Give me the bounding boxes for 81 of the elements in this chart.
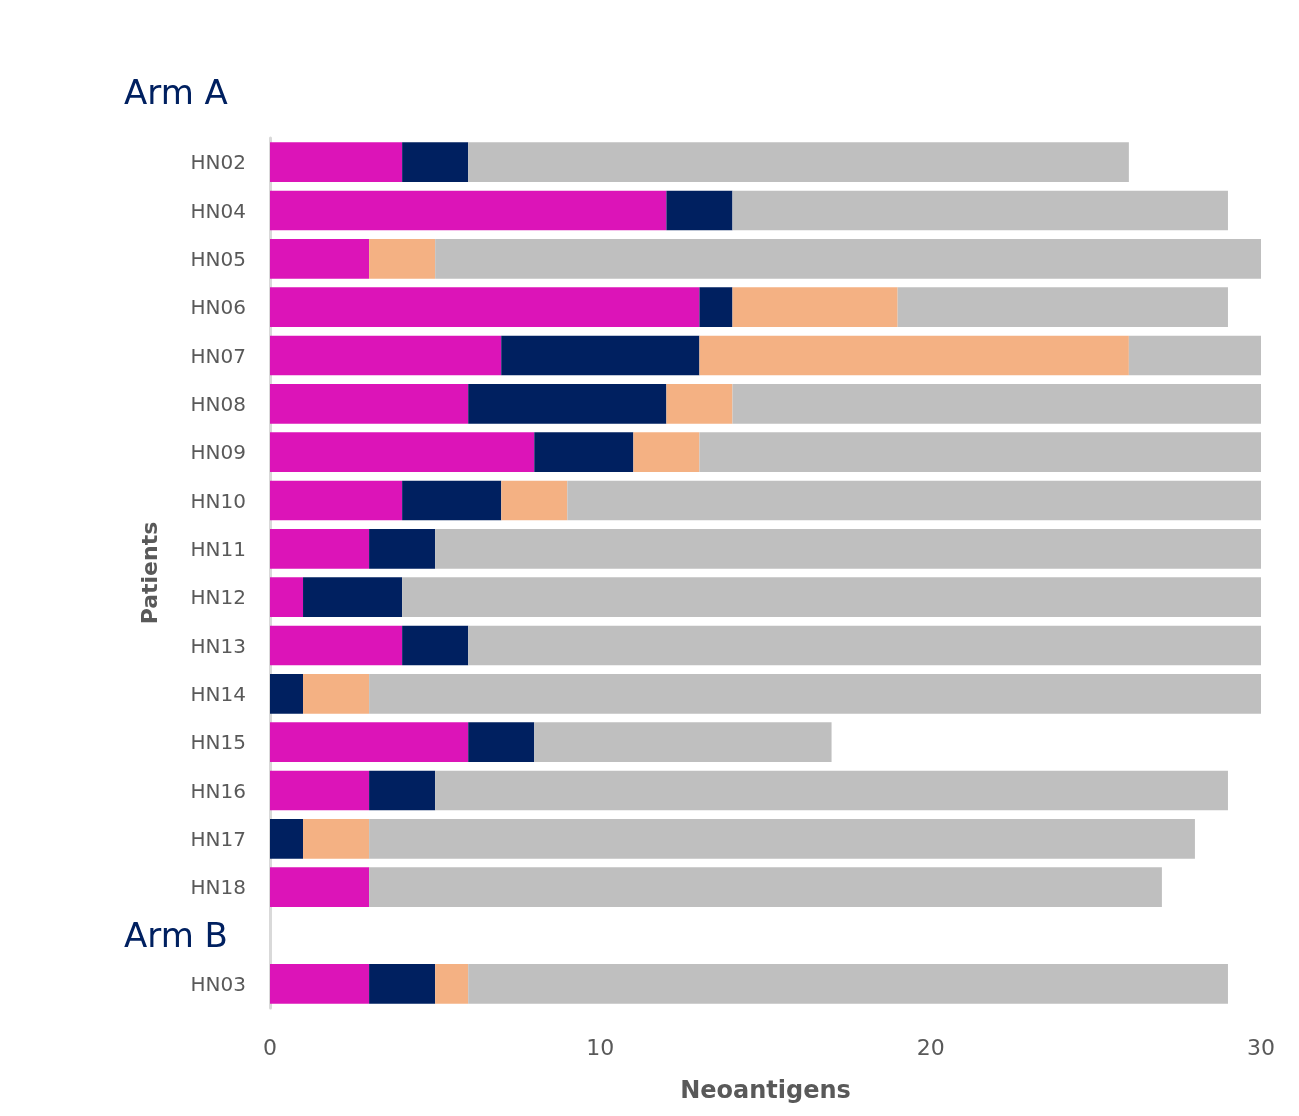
bar <box>303 819 370 859</box>
bar <box>501 335 700 376</box>
bar <box>402 577 1261 617</box>
bar <box>369 819 1195 859</box>
bar <box>270 819 304 859</box>
bar <box>699 335 1129 376</box>
bar <box>897 287 1228 327</box>
text: Arm A <box>124 72 228 112</box>
bar <box>270 770 370 811</box>
bar <box>468 625 1261 666</box>
bar <box>270 577 304 617</box>
y-tick-label: HN07 <box>190 343 246 368</box>
bar <box>534 432 634 472</box>
y-tick-label: HN18 <box>190 875 246 900</box>
y-tick-label: HN13 <box>190 633 246 658</box>
bar <box>270 867 370 907</box>
bar <box>666 190 733 231</box>
bar <box>270 480 403 521</box>
bar <box>501 480 568 521</box>
bar <box>270 674 304 714</box>
bar <box>633 432 700 472</box>
bar <box>270 287 700 327</box>
bar <box>666 384 733 424</box>
bar <box>369 674 1261 714</box>
bar <box>534 722 832 762</box>
x-tick-label: 10 <box>586 1034 615 1060</box>
bar <box>270 335 502 376</box>
bar <box>732 190 1228 231</box>
x-axis-title: Neoantigens <box>680 1076 851 1104</box>
bar <box>468 384 667 424</box>
y-tick-label: HN14 <box>190 681 246 706</box>
bar <box>435 239 1261 279</box>
y-tick-label: HN11 <box>190 536 246 561</box>
bar <box>270 384 469 424</box>
bar <box>369 867 1162 907</box>
bar <box>402 480 502 521</box>
bar <box>468 142 1129 182</box>
y-tick-label: HN15 <box>190 730 246 755</box>
bar <box>435 529 1261 569</box>
bar <box>468 964 1228 1004</box>
bar <box>402 625 469 666</box>
bar <box>699 432 1261 472</box>
bar <box>270 529 370 569</box>
bar <box>270 964 370 1004</box>
bar <box>369 964 436 1004</box>
bar <box>270 625 403 666</box>
bar <box>435 964 469 1004</box>
bar <box>303 577 403 617</box>
bar <box>468 722 535 762</box>
y-tick-label: HN10 <box>190 488 246 513</box>
bar <box>270 239 370 279</box>
y-tick-label: HN06 <box>190 295 246 320</box>
text: Arm B <box>124 914 228 955</box>
y-tick-label: HN08 <box>190 391 246 416</box>
bar <box>435 770 1228 811</box>
y-tick-label: HN03 <box>190 971 246 996</box>
y-tick-label: HN05 <box>190 246 246 271</box>
x-tick-label: 0 <box>263 1034 277 1060</box>
y-tick-label: HN02 <box>190 150 246 175</box>
bar <box>732 384 1261 424</box>
y-tick-label: HN17 <box>190 826 246 851</box>
x-tick-label: 30 <box>1247 1034 1275 1060</box>
bar <box>369 529 436 569</box>
bar <box>270 432 535 472</box>
y-axis-title: Patients <box>136 521 162 625</box>
y-tick-label: HN04 <box>190 198 246 223</box>
bar <box>270 142 403 182</box>
bar <box>732 287 898 327</box>
x-tick-label: 20 <box>916 1034 945 1060</box>
bar <box>402 142 469 182</box>
bar <box>567 480 1261 521</box>
bar <box>369 239 436 279</box>
bar <box>303 674 370 714</box>
bar <box>369 770 436 811</box>
bar <box>699 287 733 327</box>
bar <box>270 722 469 762</box>
bar <box>1128 335 1261 376</box>
y-tick-label: HN12 <box>190 585 246 610</box>
y-tick-label: HN16 <box>190 778 246 803</box>
y-tick-label: HN09 <box>190 440 246 465</box>
bar <box>270 190 667 231</box>
